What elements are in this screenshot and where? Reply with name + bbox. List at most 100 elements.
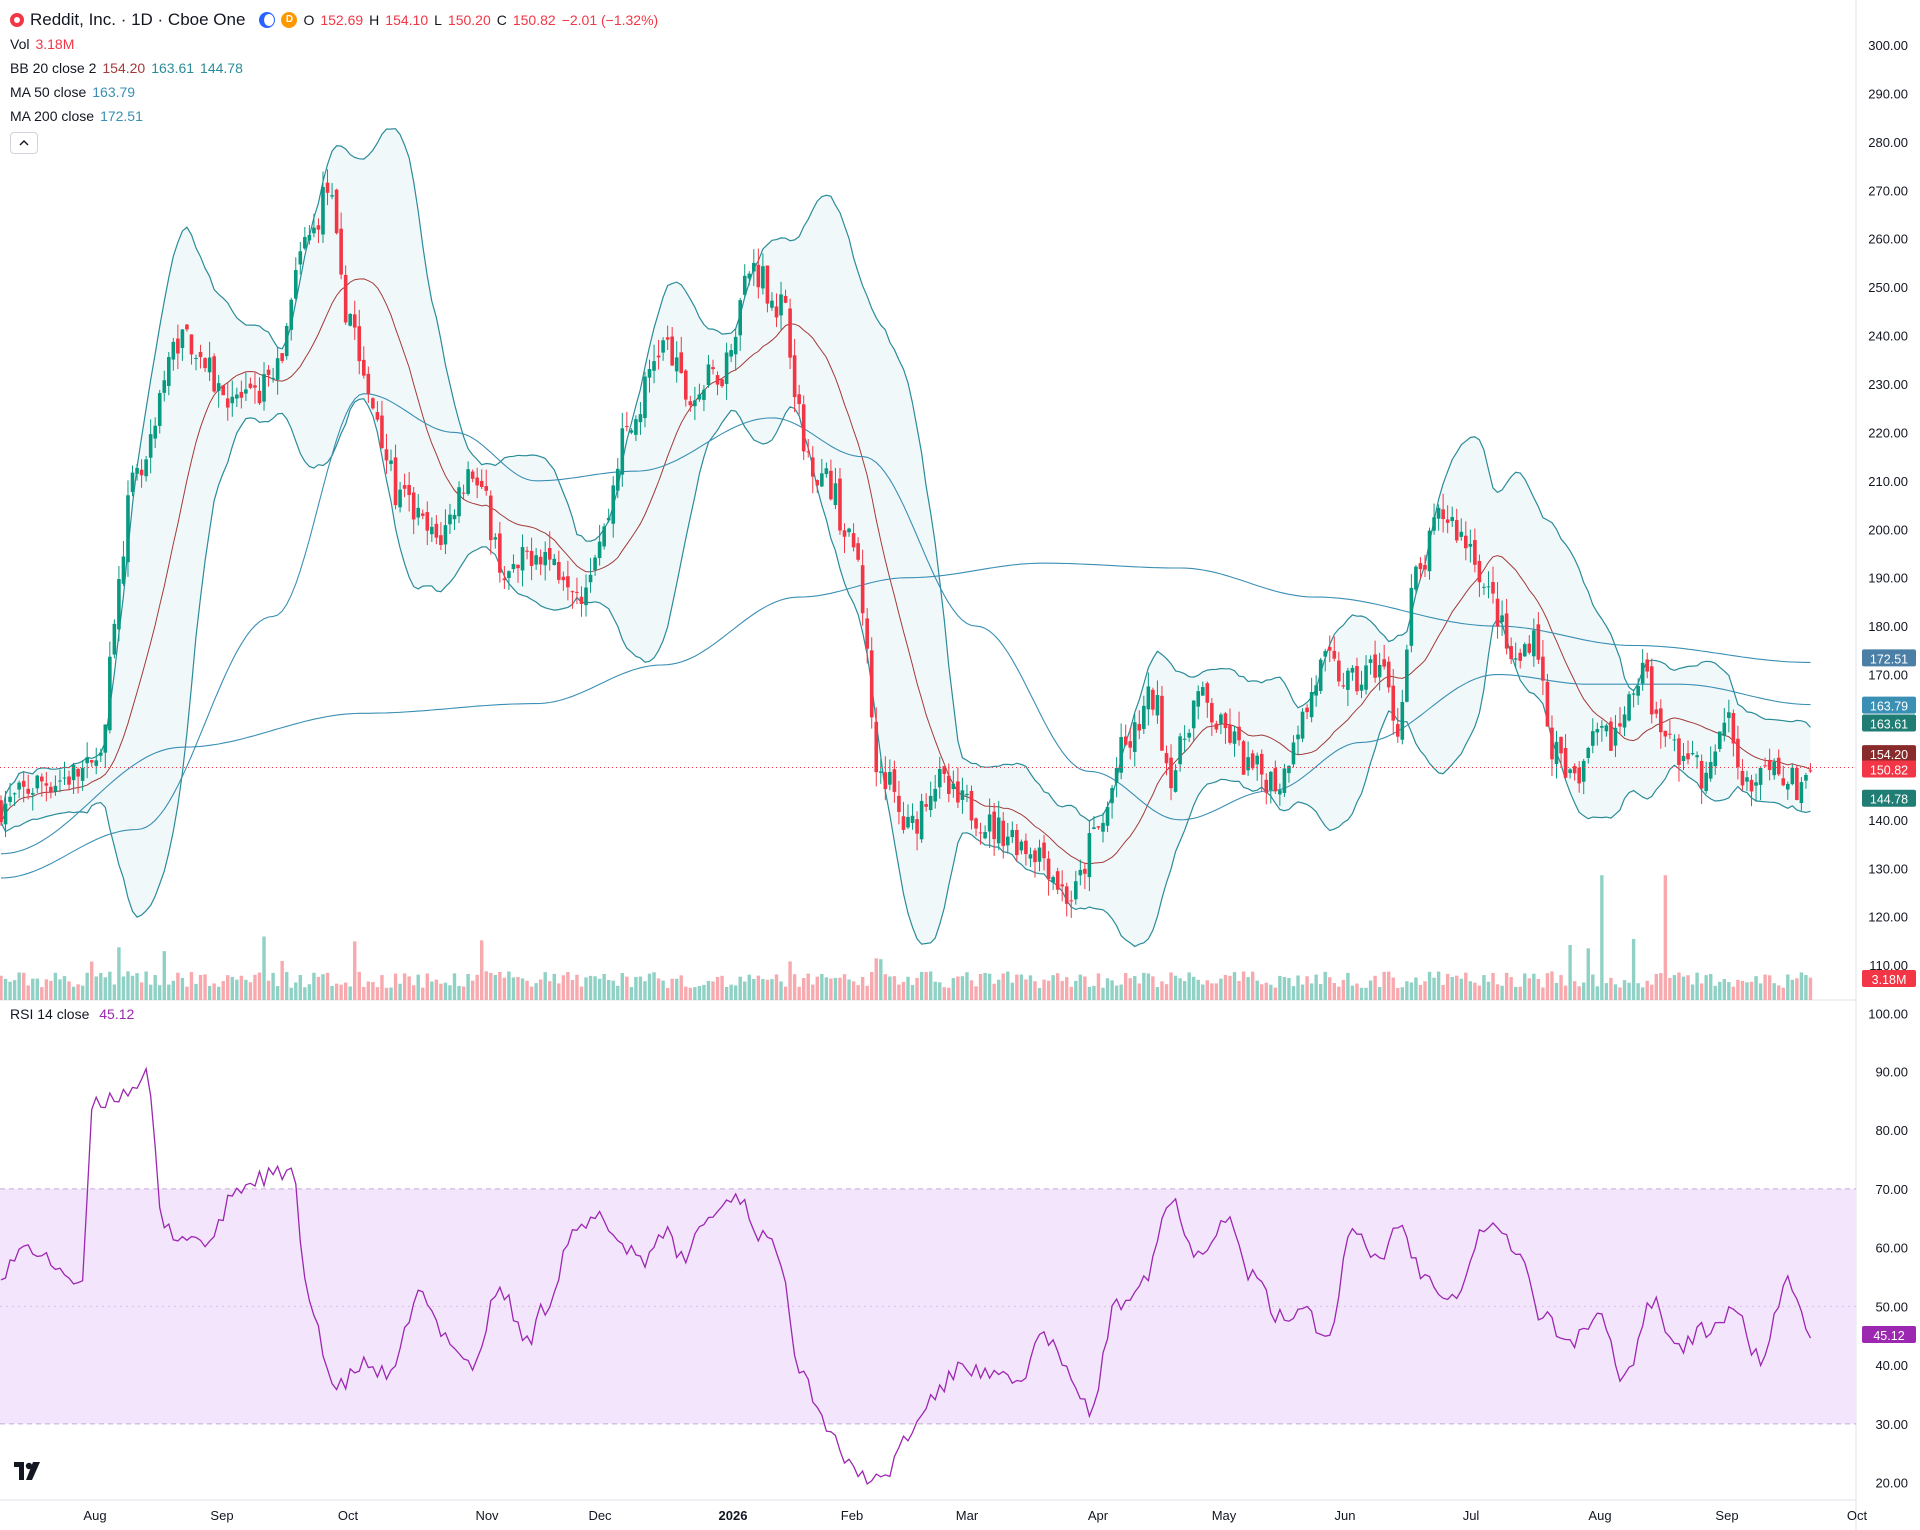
volume-bar bbox=[675, 978, 679, 1000]
candle bbox=[85, 742, 89, 779]
candle bbox=[575, 577, 579, 605]
candle bbox=[108, 641, 112, 734]
volume-bar bbox=[1609, 977, 1613, 1000]
volume-bar bbox=[130, 975, 135, 1000]
candle-body bbox=[1132, 722, 1137, 752]
candle-body bbox=[17, 782, 21, 790]
candle bbox=[0, 795, 3, 826]
candle-body bbox=[1055, 871, 1060, 890]
candle-body bbox=[1713, 751, 1718, 767]
candle bbox=[148, 419, 153, 474]
volume-axis-label-bg bbox=[1862, 970, 1916, 987]
chevron-up-icon bbox=[19, 140, 29, 146]
candle-body bbox=[357, 326, 362, 362]
candle-body bbox=[1454, 520, 1459, 541]
candle bbox=[1785, 781, 1790, 800]
volume-bar bbox=[1364, 987, 1368, 1000]
candle-body bbox=[189, 334, 194, 355]
volume-bar bbox=[1232, 972, 1237, 1000]
tradingview-logo-icon[interactable] bbox=[14, 1460, 44, 1482]
price-tick-label: 280.00 bbox=[1868, 135, 1908, 150]
candle bbox=[1622, 706, 1627, 737]
candle bbox=[1427, 527, 1432, 580]
collapse-legend-button[interactable] bbox=[10, 132, 38, 154]
candle bbox=[969, 785, 974, 830]
volume-bar bbox=[171, 980, 176, 1000]
rsi-legend[interactable]: RSI 14 close 45.12 bbox=[10, 1006, 134, 1022]
candle-body bbox=[266, 369, 271, 375]
symbol-title[interactable]: Reddit, Inc. · 1D · Cboe One bbox=[30, 10, 246, 29]
candle bbox=[1627, 691, 1631, 722]
candle-body bbox=[457, 487, 461, 517]
volume-bar bbox=[656, 978, 661, 1000]
candle-body bbox=[1740, 770, 1745, 786]
volume-bar bbox=[588, 975, 593, 1000]
candle-body bbox=[1409, 587, 1414, 646]
ma50-row[interactable]: MA 50 close 163.79 bbox=[10, 80, 664, 104]
candle bbox=[1132, 713, 1137, 767]
volume-bar bbox=[1445, 973, 1450, 1000]
volume-bar bbox=[1582, 982, 1586, 1000]
candle bbox=[824, 462, 829, 478]
volume-bar bbox=[561, 975, 566, 1000]
volume-bar bbox=[1323, 971, 1327, 1000]
candle bbox=[1119, 723, 1123, 780]
data-badge[interactable]: D bbox=[281, 12, 298, 28]
candle-body bbox=[883, 772, 888, 789]
candle bbox=[171, 337, 176, 371]
volume-bar bbox=[1432, 977, 1436, 1000]
vol-row[interactable]: Vol 3.18M bbox=[10, 32, 664, 56]
chart-legend: Reddit, Inc. · 1D · Cboe One D O 152.69 H… bbox=[10, 8, 664, 154]
candle-body bbox=[1064, 886, 1069, 904]
candle bbox=[1436, 504, 1441, 531]
bb-upper-axis-label-bg bbox=[1862, 714, 1916, 732]
candle-body bbox=[1282, 768, 1287, 793]
candle bbox=[112, 619, 117, 659]
candle bbox=[765, 265, 770, 313]
candle-body bbox=[1060, 884, 1064, 887]
volume-bar bbox=[1033, 981, 1037, 1000]
candle-body bbox=[366, 373, 371, 394]
ma200-row[interactable]: MA 200 close 172.51 bbox=[10, 104, 664, 128]
candle-body bbox=[874, 721, 879, 773]
volume-bar bbox=[965, 972, 969, 1000]
candle-body bbox=[534, 555, 538, 565]
volume-bar bbox=[1509, 977, 1513, 1000]
volume-bar bbox=[275, 986, 280, 1000]
candle bbox=[1155, 680, 1160, 724]
candle-body bbox=[919, 800, 924, 840]
candle-body bbox=[157, 393, 162, 426]
volume-bar bbox=[629, 987, 634, 1000]
candle bbox=[153, 417, 157, 449]
candle-body bbox=[216, 383, 221, 391]
volume-bar bbox=[407, 976, 411, 1000]
volume-bar bbox=[475, 974, 479, 1000]
candle-body bbox=[860, 565, 865, 614]
bb-row[interactable]: BB 20 close 2 154.20 163.61 144.78 bbox=[10, 56, 664, 80]
candle bbox=[203, 357, 207, 373]
candle-body bbox=[1604, 725, 1609, 732]
moon-icon[interactable] bbox=[259, 12, 276, 28]
candle bbox=[312, 213, 316, 238]
candle bbox=[498, 521, 502, 583]
candle bbox=[683, 369, 688, 407]
candle-body bbox=[1146, 686, 1151, 710]
candle-body bbox=[806, 451, 811, 453]
volume-bar bbox=[235, 979, 239, 1000]
volume-bar bbox=[185, 986, 189, 1000]
last-price-axis-label: 150.82 bbox=[1870, 763, 1908, 777]
candle bbox=[856, 537, 860, 562]
candle bbox=[1659, 699, 1663, 749]
volume-bar bbox=[17, 972, 21, 1000]
candle bbox=[1795, 765, 1799, 801]
candle-body bbox=[475, 477, 479, 486]
candle-body bbox=[1300, 711, 1305, 739]
candle-body bbox=[21, 780, 26, 787]
candle-body bbox=[1445, 519, 1450, 523]
rsi-line bbox=[0, 1066, 1812, 1486]
candle-body bbox=[1033, 850, 1037, 863]
volume-bar bbox=[1083, 976, 1087, 1000]
volume-bar bbox=[31, 978, 35, 1000]
candle bbox=[94, 747, 99, 775]
